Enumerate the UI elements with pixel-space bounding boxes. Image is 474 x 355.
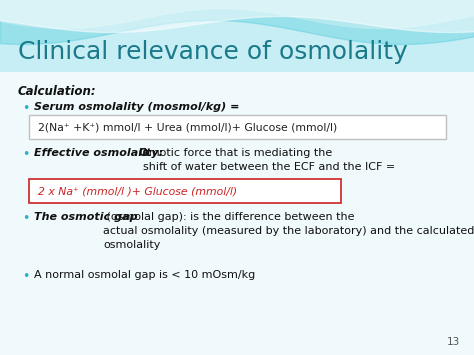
Text: The osmotic gap: The osmotic gap	[34, 212, 137, 222]
Text: 2 x Na⁺ (mmol/l )+ Glucose (mmol/l): 2 x Na⁺ (mmol/l )+ Glucose (mmol/l)	[38, 186, 237, 196]
Text: smotic force that is mediating the
shift of water between the ECF and the ICF =: smotic force that is mediating the shift…	[143, 148, 395, 172]
FancyBboxPatch shape	[29, 115, 446, 139]
Text: •: •	[22, 270, 29, 283]
Text: Clinical relevance of osmolality: Clinical relevance of osmolality	[18, 40, 408, 64]
Text: Serum osmolality (mosmol/kg) =: Serum osmolality (mosmol/kg) =	[34, 102, 239, 112]
Text: (osmolal gap): is the difference between the
actual osmolality (measured by the : (osmolal gap): is the difference between…	[103, 212, 474, 250]
Bar	[0, 0, 474, 72]
Text: •: •	[22, 102, 29, 115]
Text: •: •	[22, 212, 29, 225]
Text: Calculation:: Calculation:	[18, 85, 97, 98]
Text: 13: 13	[447, 337, 460, 347]
Text: Effective osmolality:: Effective osmolality:	[34, 148, 163, 158]
FancyBboxPatch shape	[29, 179, 341, 203]
Text: O: O	[135, 148, 148, 158]
Text: A normal osmolal gap is < 10 mOsm/kg: A normal osmolal gap is < 10 mOsm/kg	[34, 270, 255, 280]
Text: 2(Na⁺ +K⁺) mmol/l + Urea (mmol/l)+ Glucose (mmol/l): 2(Na⁺ +K⁺) mmol/l + Urea (mmol/l)+ Gluco…	[38, 122, 337, 132]
Text: •: •	[22, 148, 29, 161]
